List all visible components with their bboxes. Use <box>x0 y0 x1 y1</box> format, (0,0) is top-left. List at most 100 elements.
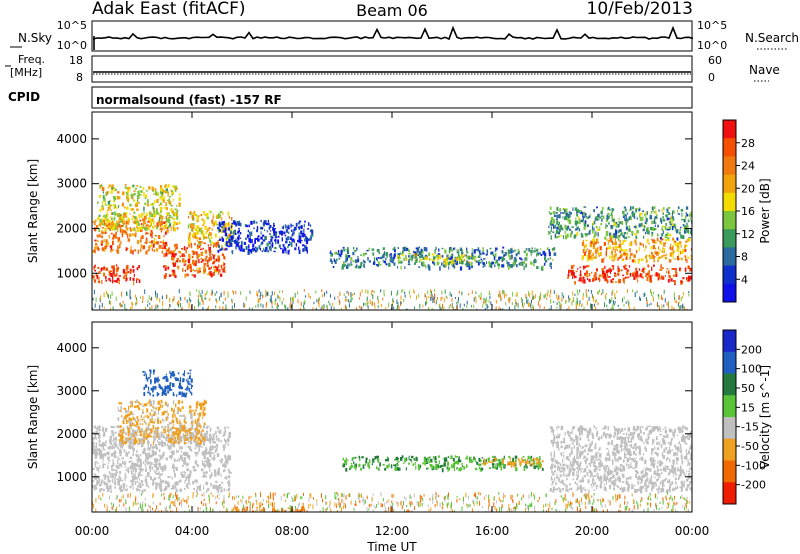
data-cell <box>167 385 170 390</box>
data-cell <box>177 400 181 404</box>
data-cell <box>157 410 159 415</box>
data-cell <box>451 257 453 261</box>
data-cell <box>223 268 226 272</box>
data-cell <box>680 251 683 254</box>
data-cell <box>224 230 226 233</box>
data-cell <box>152 388 154 393</box>
data-cell <box>583 245 586 248</box>
data-cell <box>223 256 226 260</box>
data-cell <box>631 210 634 214</box>
data-cell <box>147 415 150 419</box>
data-cell <box>170 204 173 207</box>
data-cell <box>632 206 635 210</box>
data-cell <box>371 290 373 296</box>
data-cell <box>98 439 101 444</box>
data-cell <box>136 458 138 462</box>
data-cell <box>192 259 195 265</box>
data-cell <box>502 290 504 293</box>
data-cell <box>167 426 169 430</box>
data-cell <box>597 302 599 306</box>
data-cell <box>309 229 312 233</box>
data-cell <box>672 225 675 228</box>
data-cell <box>148 249 150 251</box>
data-cell <box>165 416 168 421</box>
data-cell <box>208 233 210 237</box>
data-cell <box>136 485 140 488</box>
data-cell <box>194 228 198 231</box>
data-cell <box>107 242 109 245</box>
data-cell <box>630 241 633 246</box>
data-cell <box>349 263 351 267</box>
data-cell <box>215 216 219 219</box>
data-cell <box>588 273 591 277</box>
data-cell <box>671 251 674 256</box>
data-cell <box>190 265 192 270</box>
data-cell <box>330 252 333 257</box>
data-cell <box>158 235 161 240</box>
data-cell <box>204 249 206 252</box>
data-cell <box>282 249 285 254</box>
data-cell <box>151 240 154 244</box>
data-cell <box>168 223 172 227</box>
data-cell <box>167 430 170 434</box>
data-cell <box>309 296 311 299</box>
data-cell <box>336 258 338 261</box>
data-cell <box>287 246 289 249</box>
data-cell <box>155 208 158 213</box>
data-cell <box>597 232 599 237</box>
data-cell <box>591 271 593 274</box>
data-cell <box>224 438 225 442</box>
data-cell <box>162 307 164 310</box>
data-cell <box>200 213 203 217</box>
data-cell <box>161 411 164 416</box>
data-cell <box>265 222 269 226</box>
data-cell <box>229 227 233 231</box>
data-cell <box>208 433 212 437</box>
data-cell <box>303 307 305 310</box>
data-cell <box>588 289 590 292</box>
data-cell <box>201 402 204 407</box>
data-cell <box>440 297 442 302</box>
data-cell <box>209 256 211 261</box>
data-cell <box>104 214 106 218</box>
data-cell <box>469 255 471 259</box>
data-cell <box>188 479 190 484</box>
data-cell <box>555 212 558 214</box>
data-cell <box>152 394 155 397</box>
data-cell <box>454 256 457 259</box>
data-cell <box>114 472 117 477</box>
data-cell <box>250 231 253 236</box>
data-cell <box>287 244 291 247</box>
data-cell <box>556 306 558 309</box>
data-cell <box>618 268 620 272</box>
data-cell <box>579 300 581 304</box>
data-cell <box>378 252 381 255</box>
data-cell <box>225 457 227 461</box>
data-cell <box>396 299 398 304</box>
data-cell <box>193 210 196 215</box>
data-cell <box>125 410 128 414</box>
data-cell <box>625 214 627 219</box>
data-cell <box>682 235 685 240</box>
data-cell <box>129 411 132 415</box>
data-cell <box>173 427 177 430</box>
data-cell <box>688 238 691 241</box>
data-cell <box>528 291 530 296</box>
data-cell <box>209 447 211 451</box>
data-cell <box>176 227 179 230</box>
data-cell <box>211 289 213 293</box>
data-cell <box>484 298 486 304</box>
data-cell <box>206 290 208 293</box>
data-cell <box>222 221 225 223</box>
data-cell <box>136 208 139 211</box>
data-cell <box>107 487 110 493</box>
data-cell <box>189 213 192 216</box>
data-cell <box>582 277 585 281</box>
data-cell <box>612 289 614 294</box>
data-cell <box>264 229 266 231</box>
data-cell <box>283 246 286 250</box>
data-cell <box>308 222 310 226</box>
data-cell <box>610 214 612 217</box>
data-cell <box>646 302 648 307</box>
data-cell <box>213 268 216 273</box>
